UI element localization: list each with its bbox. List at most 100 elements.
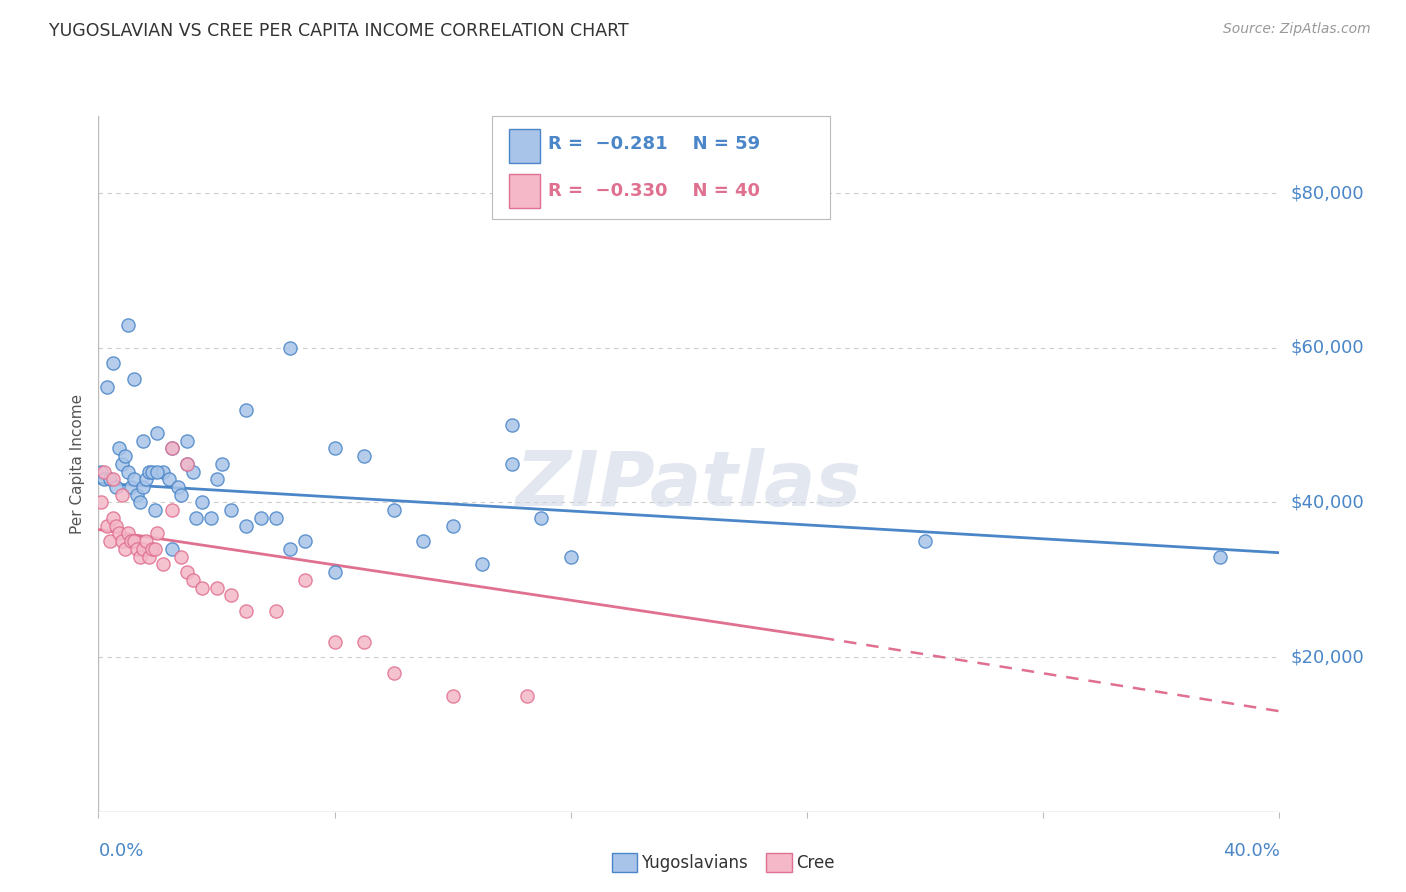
Point <box>105 518 128 533</box>
Point <box>176 434 198 448</box>
Point <box>200 511 222 525</box>
Point <box>441 518 464 533</box>
Point <box>211 457 233 471</box>
Point <box>108 442 131 456</box>
Point <box>205 581 228 595</box>
Point <box>294 573 316 587</box>
Point <box>157 472 180 486</box>
Point <box>235 518 257 533</box>
Point <box>105 480 128 494</box>
Point <box>219 503 242 517</box>
Text: YUGOSLAVIAN VS CREE PER CAPITA INCOME CORRELATION CHART: YUGOSLAVIAN VS CREE PER CAPITA INCOME CO… <box>49 22 628 40</box>
Point <box>143 541 166 556</box>
Point <box>135 534 157 549</box>
Point <box>98 472 121 486</box>
Point <box>146 465 169 479</box>
Point <box>143 503 166 517</box>
Point <box>132 541 155 556</box>
Point <box>122 472 145 486</box>
Point <box>125 541 148 556</box>
Point <box>114 449 136 463</box>
Point <box>152 465 174 479</box>
Point <box>117 318 139 332</box>
Point <box>323 442 346 456</box>
Point <box>103 511 125 525</box>
Text: Cree: Cree <box>796 854 834 871</box>
Point <box>264 511 287 525</box>
Point <box>96 379 118 393</box>
Point <box>103 472 125 486</box>
Point <box>294 534 316 549</box>
Point <box>90 465 112 479</box>
Point <box>128 549 150 564</box>
Point <box>205 472 228 486</box>
Point <box>111 534 134 549</box>
Point <box>170 549 193 564</box>
Point <box>176 565 198 579</box>
Point <box>162 503 183 517</box>
Point <box>560 549 582 564</box>
Point <box>219 588 242 602</box>
Point <box>235 402 257 417</box>
Point <box>515 689 537 703</box>
Point <box>176 457 198 471</box>
Text: Source: ZipAtlas.com: Source: ZipAtlas.com <box>1223 22 1371 37</box>
Text: $60,000: $60,000 <box>1291 339 1364 357</box>
Point <box>382 503 405 517</box>
Point <box>146 425 169 440</box>
Point <box>167 480 190 494</box>
Point <box>132 434 155 448</box>
Point <box>914 534 936 549</box>
Point <box>235 604 257 618</box>
Point <box>108 526 131 541</box>
Point <box>122 372 145 386</box>
Point <box>264 604 287 618</box>
Point <box>111 457 134 471</box>
Point <box>278 541 302 556</box>
Text: $20,000: $20,000 <box>1291 648 1364 666</box>
Point <box>278 341 302 355</box>
Point <box>162 541 183 556</box>
Point <box>117 526 139 541</box>
Point <box>501 418 523 433</box>
Point <box>353 634 375 648</box>
Point <box>170 488 193 502</box>
Point <box>135 472 157 486</box>
Point <box>353 449 375 463</box>
Point <box>501 457 523 471</box>
Y-axis label: Per Capita Income: Per Capita Income <box>70 393 86 534</box>
Point <box>138 465 160 479</box>
Point <box>250 511 273 525</box>
Point <box>323 565 346 579</box>
Point <box>181 465 204 479</box>
Point <box>323 634 346 648</box>
Text: Yugoslavians: Yugoslavians <box>641 854 748 871</box>
Point <box>152 558 174 572</box>
Point <box>181 573 204 587</box>
Point <box>191 581 214 595</box>
Text: R =  −0.281    N = 59: R = −0.281 N = 59 <box>548 135 761 153</box>
Point <box>128 495 150 509</box>
Point <box>96 518 118 533</box>
Text: 40.0%: 40.0% <box>1223 842 1279 860</box>
Point <box>120 480 142 494</box>
Point <box>114 541 136 556</box>
Point <box>120 534 142 549</box>
Point <box>93 465 115 479</box>
Text: 0.0%: 0.0% <box>98 842 143 860</box>
Point <box>117 465 139 479</box>
Point <box>141 465 163 479</box>
Point <box>132 480 155 494</box>
Point <box>191 495 214 509</box>
Point <box>125 488 148 502</box>
Point <box>93 472 115 486</box>
Text: $80,000: $80,000 <box>1291 185 1364 202</box>
Text: $40,000: $40,000 <box>1291 493 1364 511</box>
Point <box>530 511 553 525</box>
Point <box>111 488 134 502</box>
Point <box>103 356 125 370</box>
Text: ZIPatlas: ZIPatlas <box>516 448 862 522</box>
Point <box>162 442 183 456</box>
Point <box>441 689 464 703</box>
Point <box>146 526 169 541</box>
